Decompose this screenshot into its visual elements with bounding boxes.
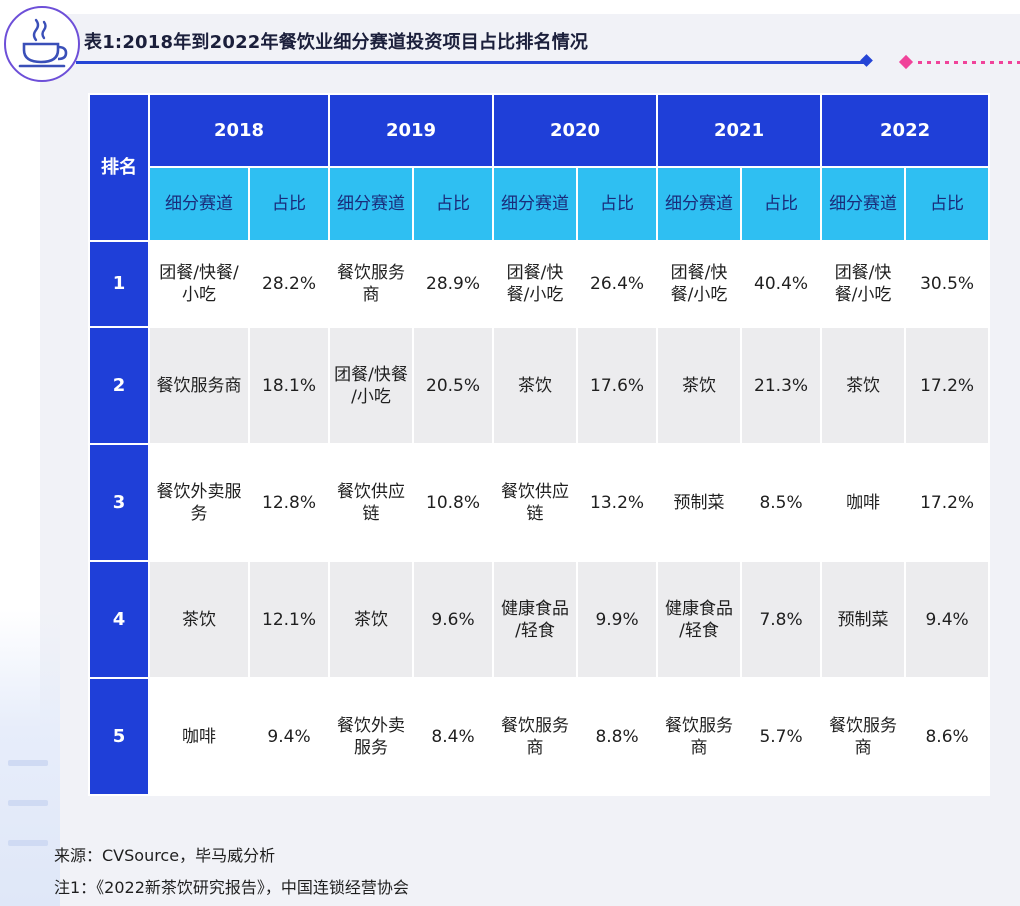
footnote: 注1：《2022新茶饮研究报告》，中国连锁经营协会 — [54, 874, 409, 898]
share-cell: 9.4% — [249, 678, 329, 795]
share-cell: 26.4% — [577, 241, 657, 327]
table-row: 1团餐/快餐/ 小吃28.2%餐饮服务 商28.9%团餐/快 餐/小吃26.4%… — [89, 241, 989, 327]
track-cell: 茶饮 — [493, 327, 577, 444]
share-cell: 17.6% — [577, 327, 657, 444]
track-cell: 咖啡 — [149, 678, 249, 795]
share-cell: 8.6% — [905, 678, 989, 795]
share-cell: 21.3% — [741, 327, 821, 444]
rank-cell: 5 — [89, 678, 149, 795]
rank-cell: 3 — [89, 444, 149, 561]
rank-cell: 1 — [89, 241, 149, 327]
year-header: 2019 — [329, 94, 493, 167]
track-cell: 餐饮服务 商 — [329, 241, 413, 327]
share-cell: 9.6% — [413, 561, 493, 678]
table-row: 2餐饮服务商18.1%团餐/快餐 /小吃20.5%茶饮17.6%茶饮21.3%茶… — [89, 327, 989, 444]
share-cell: 17.2% — [905, 444, 989, 561]
share-cell: 28.9% — [413, 241, 493, 327]
track-subheader: 细分赛道 — [821, 167, 905, 241]
share-cell: 20.5% — [413, 327, 493, 444]
share-cell: 5.7% — [741, 678, 821, 795]
year-header: 2018 — [149, 94, 329, 167]
track-cell: 团餐/快 餐/小吃 — [821, 241, 905, 327]
track-cell: 餐饮外卖 服务 — [329, 678, 413, 795]
share-cell: 10.8% — [413, 444, 493, 561]
track-cell: 餐饮服务 商 — [657, 678, 741, 795]
share-cell: 12.1% — [249, 561, 329, 678]
year-header: 2020 — [493, 94, 657, 167]
decorative-stripe — [8, 840, 48, 846]
share-cell: 40.4% — [741, 241, 821, 327]
track-cell: 茶饮 — [329, 561, 413, 678]
share-cell: 13.2% — [577, 444, 657, 561]
share-cell: 28.2% — [249, 241, 329, 327]
rank-cell: 4 — [89, 561, 149, 678]
track-cell: 餐饮服务 商 — [493, 678, 577, 795]
decorative-shape — [0, 610, 60, 906]
share-cell: 8.8% — [577, 678, 657, 795]
track-cell: 餐饮服务 商 — [821, 678, 905, 795]
track-cell: 健康食品 /轻食 — [657, 561, 741, 678]
source-note: 来源：CVSource，毕马威分析 — [54, 842, 275, 866]
track-cell: 餐饮外卖服 务 — [149, 444, 249, 561]
year-header: 2022 — [821, 94, 989, 167]
track-cell: 餐饮供应 链 — [493, 444, 577, 561]
track-subheader: 细分赛道 — [329, 167, 413, 241]
rank-cell: 2 — [89, 327, 149, 444]
decorative-dotted-line — [918, 61, 1020, 64]
track-cell: 餐饮供应 链 — [329, 444, 413, 561]
table-row: 3餐饮外卖服 务12.8%餐饮供应 链10.8%餐饮供应 链13.2%预制菜8.… — [89, 444, 989, 561]
track-cell: 餐饮服务商 — [149, 327, 249, 444]
share-subheader: 占比 — [741, 167, 821, 241]
track-subheader: 细分赛道 — [493, 167, 577, 241]
track-cell: 团餐/快 餐/小吃 — [493, 241, 577, 327]
decorative-stripe — [8, 800, 48, 806]
track-subheader: 细分赛道 — [149, 167, 249, 241]
year-header: 2021 — [657, 94, 821, 167]
decorative-stripe — [8, 760, 48, 766]
rank-header: 排名 — [89, 94, 149, 241]
ranking-table: 排名 2018 2019 2020 2021 2022 细分赛道 占比 细分赛道… — [88, 93, 990, 796]
share-cell: 7.8% — [741, 561, 821, 678]
share-cell: 9.4% — [905, 561, 989, 678]
share-cell: 8.5% — [741, 444, 821, 561]
title-underline — [76, 61, 866, 64]
share-cell: 17.2% — [905, 327, 989, 444]
track-cell: 团餐/快餐 /小吃 — [329, 327, 413, 444]
share-subheader: 占比 — [413, 167, 493, 241]
table-row: 4茶饮12.1%茶饮9.6%健康食品 /轻食9.9%健康食品 /轻食7.8%预制… — [89, 561, 989, 678]
track-subheader: 细分赛道 — [657, 167, 741, 241]
share-cell: 18.1% — [249, 327, 329, 444]
track-cell: 预制菜 — [657, 444, 741, 561]
track-cell: 健康食品 /轻食 — [493, 561, 577, 678]
track-cell: 茶饮 — [149, 561, 249, 678]
share-cell: 8.4% — [413, 678, 493, 795]
track-cell: 预制菜 — [821, 561, 905, 678]
coffee-cup-icon — [4, 6, 80, 82]
share-cell: 12.8% — [249, 444, 329, 561]
page-title: 表1:2018年到2022年餐饮业细分赛道投资项目占比排名情况 — [84, 28, 588, 54]
table-row: 5咖啡9.4%餐饮外卖 服务8.4%餐饮服务 商8.8%餐饮服务 商5.7%餐饮… — [89, 678, 989, 795]
share-subheader: 占比 — [577, 167, 657, 241]
track-cell: 咖啡 — [821, 444, 905, 561]
track-cell: 团餐/快餐/ 小吃 — [149, 241, 249, 327]
share-cell: 30.5% — [905, 241, 989, 327]
track-cell: 团餐/快 餐/小吃 — [657, 241, 741, 327]
table-body: 1团餐/快餐/ 小吃28.2%餐饮服务 商28.9%团餐/快 餐/小吃26.4%… — [89, 241, 989, 795]
share-subheader: 占比 — [249, 167, 329, 241]
share-subheader: 占比 — [905, 167, 989, 241]
track-cell: 茶饮 — [657, 327, 741, 444]
track-cell: 茶饮 — [821, 327, 905, 444]
share-cell: 9.9% — [577, 561, 657, 678]
